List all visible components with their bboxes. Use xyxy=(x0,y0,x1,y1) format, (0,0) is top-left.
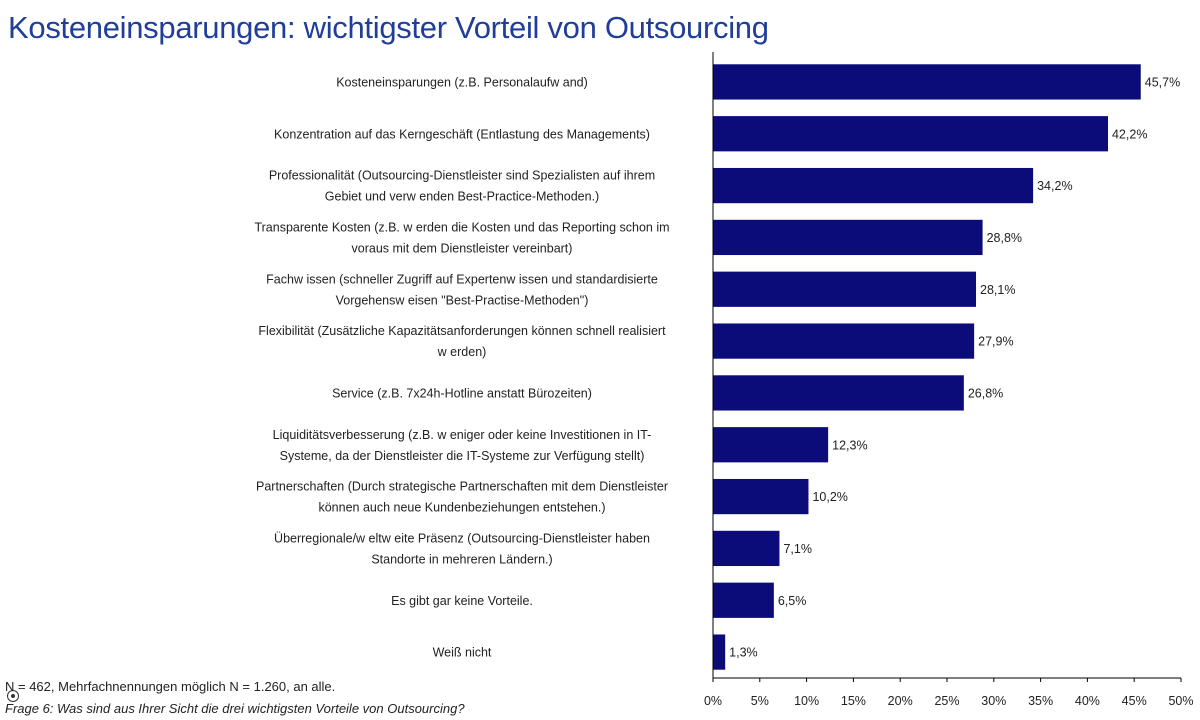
category-label-12: Weiß nicht xyxy=(433,646,492,660)
bar-12 xyxy=(713,634,726,670)
bar-9 xyxy=(713,478,809,515)
x-tick-label: 35% xyxy=(1028,694,1053,708)
category-label-line: w erden) xyxy=(437,345,487,359)
category-label-5: Fachw issen (schneller Zugriff auf Exper… xyxy=(266,272,658,307)
x-axis-ticks: 0% 5% 10% 15% 20% 25% 30% 35% 40% 45% 50% xyxy=(704,678,1194,708)
question-note: Frage 6: Was sind aus Ihrer Sicht die dr… xyxy=(5,701,465,716)
bar-6 xyxy=(713,323,975,359)
bar-10 xyxy=(713,530,780,567)
category-label-line: Überregionale/w eltw eite Präsenz (Outso… xyxy=(274,531,650,545)
bar-5 xyxy=(713,271,977,307)
category-label-line: Vorgehensw eisen "Best-Practise-Methoden… xyxy=(336,293,589,307)
category-label-line: Gebiet und verw enden Best-Practice-Meth… xyxy=(325,190,599,204)
bars-group: 45,7% Kosteneinsparungen (z.B. Personalau… xyxy=(254,64,1180,670)
category-label-line: Konzentration auf das Kerngeschäft (Entl… xyxy=(274,127,650,141)
bar-7 xyxy=(713,375,964,411)
bar-4 xyxy=(713,219,983,256)
bar-3 xyxy=(713,167,1034,204)
value-label-9: 10,2% xyxy=(812,490,847,504)
category-label-11: Es gibt gar keine Vorteile. xyxy=(391,594,533,608)
category-label-line: Es gibt gar keine Vorteile. xyxy=(391,594,533,608)
category-label-line: Partnerschaften (Durch strategische Part… xyxy=(256,480,668,494)
bar-11 xyxy=(713,582,774,618)
category-label-6: Flexibilität (Zusätzliche Kapazitätsanfo… xyxy=(258,324,666,359)
x-tick-label: 40% xyxy=(1075,694,1100,708)
x-tick-label: 25% xyxy=(934,694,959,708)
copyright-icon xyxy=(7,690,19,702)
x-tick-label: 50% xyxy=(1168,694,1193,708)
category-label-8: Liquiditätsverbesserung (z.B. w eniger o… xyxy=(273,428,652,463)
category-label-line: Systeme, da der Dienstleister die IT-Sys… xyxy=(280,449,645,463)
category-label-2: Konzentration auf das Kerngeschäft (Entl… xyxy=(274,127,650,141)
value-label-10: 7,1% xyxy=(783,542,812,556)
x-tick-label: 30% xyxy=(981,694,1006,708)
value-label-2: 42,2% xyxy=(1112,127,1147,141)
category-label-1: Kosteneinsparungen (z.B. Personalaufw an… xyxy=(336,75,588,89)
x-tick-label: 0% xyxy=(704,694,722,708)
value-label-5: 28,1% xyxy=(980,283,1015,297)
sample-note: N = 462, Mehrfachnennungen möglich N = 1… xyxy=(5,679,336,694)
category-label-line: Fachw issen (schneller Zugriff auf Exper… xyxy=(266,272,658,286)
value-label-8: 12,3% xyxy=(832,438,867,452)
value-label-12: 1,3% xyxy=(729,646,758,660)
category-label-10: Überregionale/w eltw eite Präsenz (Outso… xyxy=(274,531,650,566)
chart-title: Kosteneinsparungen: wichtigster Vorteil … xyxy=(8,10,769,45)
value-label-11: 6,5% xyxy=(778,594,807,608)
x-tick-label: 5% xyxy=(751,694,769,708)
category-label-line: Professionalität (Outsourcing-Dienstleis… xyxy=(269,169,655,183)
value-label-1: 45,7% xyxy=(1145,75,1180,89)
bar-1 xyxy=(713,64,1141,100)
category-label-line: voraus mit dem Dienstleister vereinbart) xyxy=(352,241,573,255)
category-label-line: Service (z.B. 7x24h-Hotline anstatt Büro… xyxy=(332,386,592,400)
value-label-3: 34,2% xyxy=(1037,179,1072,193)
category-label-3: Professionalität (Outsourcing-Dienstleis… xyxy=(269,169,655,204)
category-label-line: Standorte in mehreren Ländern.) xyxy=(371,552,552,566)
category-label-line: Flexibilität (Zusätzliche Kapazitätsanfo… xyxy=(258,324,666,338)
value-label-6: 27,9% xyxy=(978,335,1013,349)
category-label-4: Transparente Kosten (z.B. w erden die Ko… xyxy=(254,220,669,255)
category-label-line: Liquiditätsverbesserung (z.B. w eniger o… xyxy=(273,428,652,442)
x-tick-label: 15% xyxy=(841,694,866,708)
value-label-7: 26,8% xyxy=(968,386,1003,400)
value-label-4: 28,8% xyxy=(987,231,1022,245)
x-tick-label: 20% xyxy=(888,694,913,708)
x-tick-label: 10% xyxy=(794,694,819,708)
category-label-line: Transparente Kosten (z.B. w erden die Ko… xyxy=(254,220,669,234)
category-label-9: Partnerschaften (Durch strategische Part… xyxy=(256,480,668,515)
bar-8 xyxy=(713,427,829,463)
category-label-line: Kosteneinsparungen (z.B. Personalaufw an… xyxy=(336,75,588,89)
category-label-line: können auch neue Kundenbeziehungen entst… xyxy=(318,501,605,515)
category-label-line: Weiß nicht xyxy=(433,646,492,660)
x-tick-label: 45% xyxy=(1122,694,1147,708)
category-label-7: Service (z.B. 7x24h-Hotline anstatt Büro… xyxy=(332,386,592,400)
bar-2 xyxy=(713,116,1108,152)
